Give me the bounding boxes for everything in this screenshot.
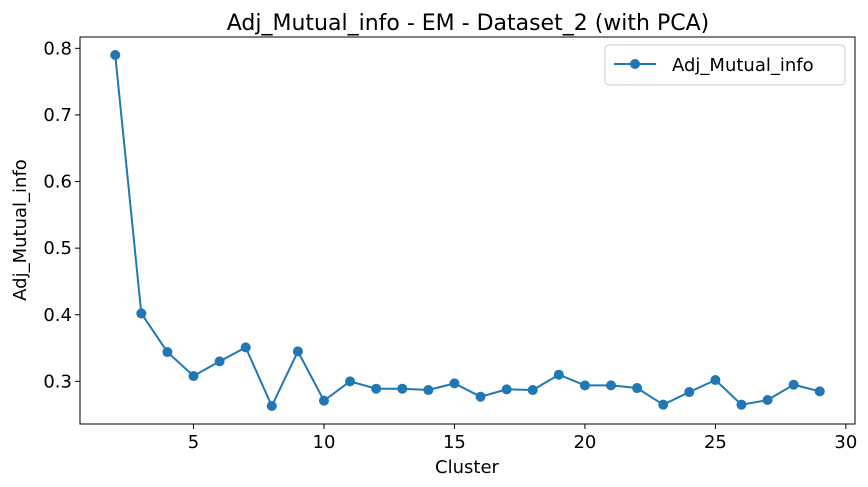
y-tick-label: 0.4 — [43, 305, 72, 326]
chart-title: Adj_Mutual_info - EM - Dataset_2 (with P… — [227, 11, 709, 36]
data-point — [266, 401, 277, 412]
data-point — [606, 380, 617, 391]
y-axis-label: Adj_Mutual_info — [10, 159, 31, 301]
data-point — [240, 342, 251, 353]
data-point — [188, 371, 199, 382]
x-tick-label: 10 — [313, 432, 336, 453]
legend: Adj_Mutual_info — [604, 44, 846, 86]
data-point — [292, 346, 303, 357]
legend-box — [604, 44, 846, 86]
data-point — [553, 369, 564, 380]
y-tick-label: 0.6 — [43, 172, 72, 193]
y-axis: 0.3 0.4 0.5 0.6 0.7 0.8 — [43, 38, 80, 392]
data-point — [162, 347, 173, 358]
data-point — [788, 379, 799, 390]
data-point — [814, 386, 825, 397]
data-point — [449, 378, 460, 389]
y-tick-label: 0.3 — [43, 371, 72, 392]
data-point — [762, 395, 773, 406]
y-tick-label: 0.7 — [43, 105, 72, 126]
series-line — [114, 54, 821, 408]
data-point — [632, 383, 643, 394]
data-point — [658, 399, 669, 410]
x-tick-label: 30 — [834, 432, 857, 453]
data-point — [345, 376, 356, 387]
x-tick-label: 20 — [573, 432, 596, 453]
y-tick-label: 0.5 — [43, 238, 72, 259]
legend-marker-swatch — [630, 59, 640, 69]
data-point — [136, 308, 147, 319]
data-point — [501, 384, 512, 395]
data-point — [397, 383, 408, 394]
plot-area-frame — [79, 36, 856, 425]
x-tick-label: 15 — [443, 432, 466, 453]
data-point — [527, 385, 538, 396]
data-point — [736, 399, 747, 410]
data-point — [214, 356, 225, 367]
series-adj-mutual-info — [110, 49, 825, 412]
data-point — [684, 387, 695, 398]
data-point — [579, 380, 590, 391]
data-point — [110, 49, 121, 60]
x-axis: 5 10 15 20 25 30 — [188, 424, 857, 453]
legend-entry-label: Adj_Mutual_info — [672, 55, 814, 76]
x-axis-label: Cluster — [435, 457, 499, 478]
data-point — [318, 395, 329, 406]
x-tick-label: 5 — [188, 432, 199, 453]
y-tick-label: 0.8 — [43, 38, 72, 59]
x-tick-label: 25 — [704, 432, 727, 453]
data-point — [710, 375, 721, 386]
data-point — [475, 391, 486, 402]
data-point — [371, 383, 382, 394]
data-point — [423, 385, 434, 396]
